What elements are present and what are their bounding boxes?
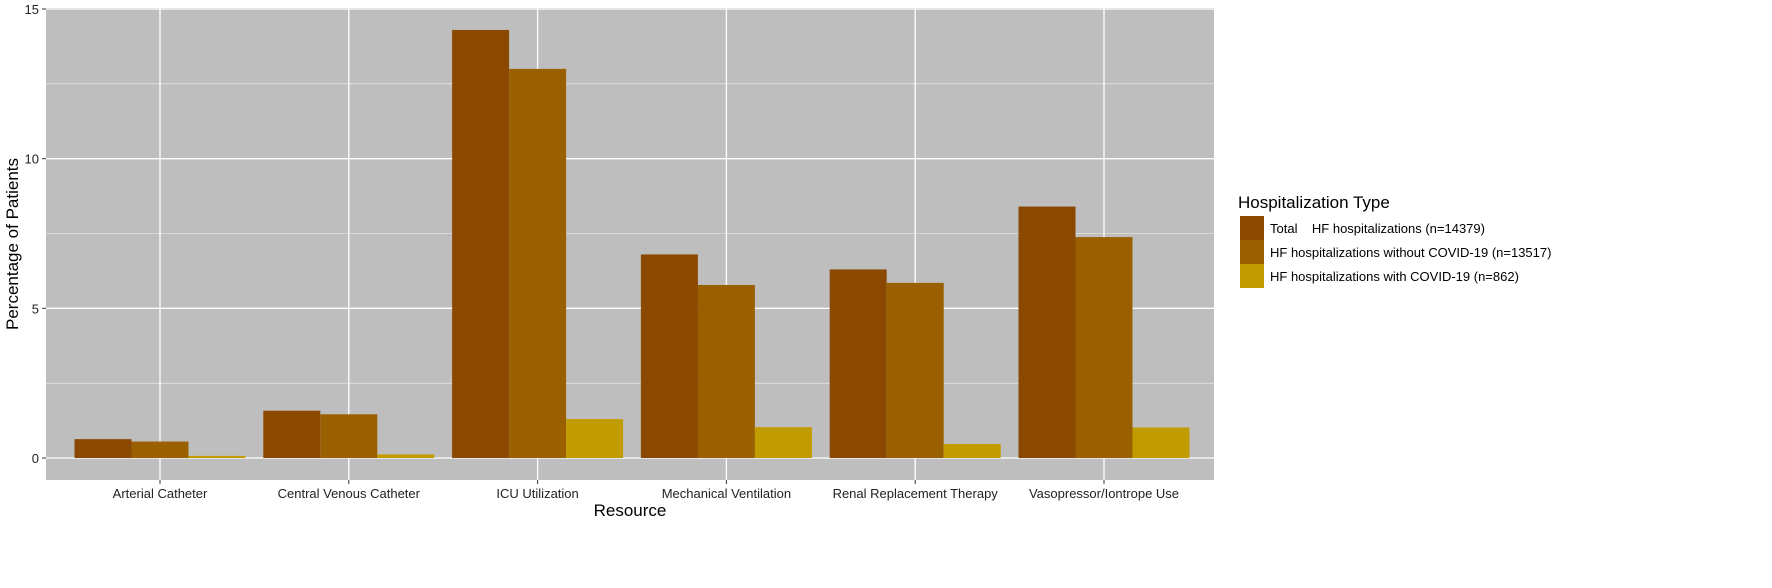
bar-1-arterial-catheter [74,439,132,458]
bar-3-arterial-catheter [188,455,246,458]
bar-3-mechanical-ventilation [754,427,812,458]
bar-3-renal-replacement-therapy [943,443,1001,458]
legend-key-2 [1240,240,1264,264]
x-axis-ticks: Arterial Catheter Central Venous Catheter… [113,480,1179,501]
bar-1-vasopressor-iontrope-use [1018,206,1076,458]
bar-1-central-venous-catheter [263,410,321,458]
y-tick-label: 15 [25,2,39,17]
y-axis-ticks: 0 5 10 15 [25,2,46,466]
legend-label-1: Total HF hospitalizations (n=14379) [1270,221,1485,236]
y-axis-title: Percentage of Patients [3,158,22,330]
legend: Hospitalization Type Total HF hospitaliz… [1238,193,1551,288]
bar-1-icu-utilization [452,29,510,458]
legend-key-3 [1240,264,1264,288]
legend-items: Total HF hospitalizations (n=14379) HF ho… [1240,216,1551,288]
x-tick-label: Mechanical Ventilation [662,486,791,501]
x-tick-label: Vasopressor/Iontrope Use [1029,486,1179,501]
bar-3-vasopressor-iontrope-use [1132,427,1190,458]
x-tick-label: ICU Utilization [496,486,578,501]
bar-3-icu-utilization [566,419,624,458]
x-axis-title: Resource [594,501,667,520]
x-tick-label: Arterial Catheter [113,486,208,501]
y-tick-label: 10 [25,152,39,167]
bar-1-mechanical-ventilation [640,254,698,458]
legend-label-3: HF hospitalizations with COVID-19 (n=862… [1270,269,1519,284]
bar-2-icu-utilization [509,68,567,458]
bar-2-central-venous-catheter [320,414,378,458]
bar-2-vasopressor-iontrope-use [1075,237,1133,458]
x-tick-label: Central Venous Catheter [278,486,421,501]
bar-1-renal-replacement-therapy [829,269,887,458]
legend-title: Hospitalization Type [1238,193,1390,212]
bar-2-renal-replacement-therapy [886,282,944,458]
legend-key-1 [1240,216,1264,240]
bars [74,29,1190,458]
bar-3-central-venous-catheter [377,454,435,458]
y-tick-label: 0 [32,451,39,466]
legend-label-2: HF hospitalizations without COVID-19 (n=… [1270,245,1551,260]
bar-2-arterial-catheter [131,441,189,458]
bar-2-mechanical-ventilation [697,284,755,458]
x-tick-label: Renal Replacement Therapy [833,486,999,501]
y-tick-label: 5 [32,301,39,316]
